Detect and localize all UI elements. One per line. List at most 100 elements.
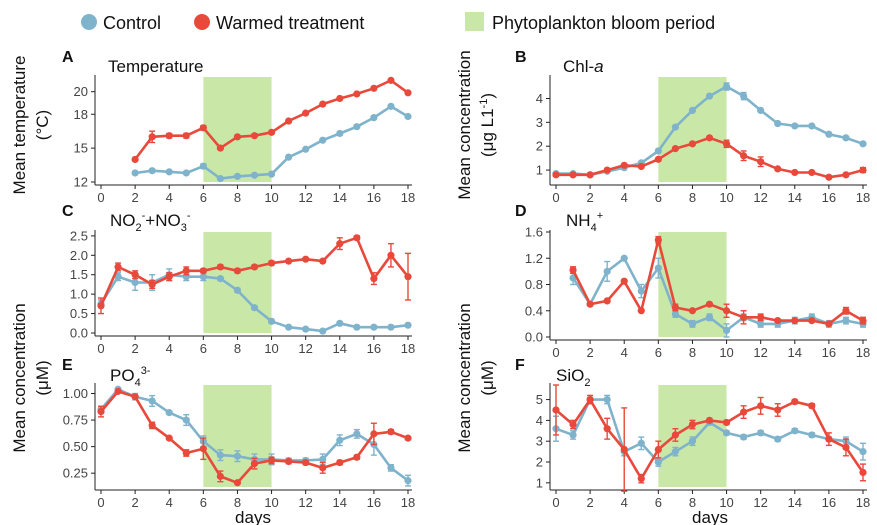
control-point <box>791 122 799 130</box>
control-point <box>654 458 662 466</box>
warmed-point <box>740 408 748 416</box>
warmed-point <box>552 171 560 179</box>
x-tick-label: 12 <box>298 190 312 205</box>
y-tick-label: 1 <box>536 163 543 178</box>
control-point <box>637 439 645 447</box>
x-tick-label: 2 <box>586 495 593 510</box>
title-text: SiO <box>556 366 584 385</box>
warmed-point <box>387 251 395 259</box>
warmed-point <box>688 140 697 148</box>
warmed-point <box>859 166 867 174</box>
warmed-point <box>319 464 327 472</box>
control-point <box>216 451 224 459</box>
title-sup: 3- <box>141 365 151 377</box>
y-tick-label: 0.0 <box>525 330 543 345</box>
y-tick-label: 0.4 <box>525 303 543 318</box>
warmed-point <box>387 428 395 436</box>
control-point <box>233 172 242 180</box>
x-tick-label: 6 <box>655 495 662 510</box>
control-point <box>199 162 207 170</box>
control-point <box>182 416 190 424</box>
panel-letter: D <box>515 203 527 220</box>
xlabel-left: days <box>235 508 271 525</box>
x-tick-label: 10 <box>719 345 733 360</box>
y-tick-label: 18 <box>74 107 88 122</box>
control-point <box>859 448 867 456</box>
legend-warm-marker <box>194 14 210 30</box>
warmed-point <box>859 468 867 477</box>
warmed-point <box>859 316 867 325</box>
x-tick-label: 12 <box>298 341 312 356</box>
warmed-point <box>233 479 242 487</box>
warmed-point <box>671 303 679 312</box>
ylabel-right-top-unit-text: (μg L1 <box>478 108 497 157</box>
y-tick-label: 12 <box>74 175 88 190</box>
ylabel-right-top-unit-sup: -1 <box>478 99 490 109</box>
control-point <box>319 455 327 463</box>
title-sub: 2 <box>584 377 590 389</box>
warmed-point <box>705 300 714 308</box>
control-point <box>387 464 395 472</box>
warmed-point <box>131 393 139 401</box>
warmed-point <box>302 109 310 117</box>
y-tick-label: 15 <box>74 141 88 156</box>
legend-bloom-label: Phytoplankton bloom period <box>492 13 715 33</box>
control-point <box>165 409 173 417</box>
warmed-point <box>620 161 628 169</box>
x-tick-label: 16 <box>367 190 381 205</box>
x-tick-label: 14 <box>788 190 802 205</box>
control-point <box>671 448 679 456</box>
panel-title: NH4+ <box>566 210 603 234</box>
control-point <box>569 431 577 439</box>
control-point <box>114 273 122 281</box>
control-point <box>808 122 816 130</box>
title-sup: - <box>142 210 146 222</box>
warmed-point <box>842 307 850 315</box>
x-tick-label: 14 <box>788 345 802 360</box>
ylabel-left-top-unit: (°C) <box>33 110 52 140</box>
control-point <box>336 129 344 138</box>
warmed-point <box>319 100 327 108</box>
control-point <box>722 429 731 437</box>
x-tick-label: 10 <box>264 341 278 356</box>
warmed-point <box>199 445 207 453</box>
title-sub: 4 <box>135 377 141 389</box>
warmed-point <box>216 263 224 271</box>
warmed-point <box>216 144 224 152</box>
x-tick-label: 8 <box>689 495 696 510</box>
warmed-point <box>603 297 611 305</box>
warmed-point <box>148 421 156 429</box>
legend-control-marker <box>81 14 97 30</box>
control-point <box>757 320 765 328</box>
control-point <box>250 304 259 312</box>
ylabel-right-top-unit-end: ) <box>478 93 497 99</box>
warmed-point <box>637 162 645 171</box>
warmed-point <box>165 273 173 281</box>
x-tick-label: 4 <box>166 190 173 205</box>
x-tick-label: 18 <box>856 190 870 205</box>
warmed-point <box>182 267 190 275</box>
control-point <box>722 326 731 335</box>
x-tick-label: 4 <box>621 345 628 360</box>
warmed-point <box>97 407 105 416</box>
x-tick-label: 10 <box>719 190 733 205</box>
x-tick-label: 10 <box>264 190 278 205</box>
title-text: Temperature <box>108 57 203 76</box>
x-tick-label: 18 <box>856 345 870 360</box>
control-point <box>216 175 224 183</box>
x-tick-label: 6 <box>200 190 207 205</box>
title-sub: 3 <box>181 222 187 234</box>
warmed-point <box>774 165 782 173</box>
control-point <box>233 286 242 294</box>
y-tick-label: 0.50 <box>63 439 88 454</box>
warmed-point <box>654 445 662 454</box>
x-tick-label: 0 <box>552 190 559 205</box>
title-sub: 4 <box>591 222 597 234</box>
warmed-point <box>336 240 344 248</box>
bloom-band <box>658 77 727 182</box>
warmed-point <box>688 307 697 315</box>
control-point <box>654 147 662 155</box>
y-tick-label: 2.5 <box>70 228 88 243</box>
x-tick-label: 18 <box>856 495 870 510</box>
